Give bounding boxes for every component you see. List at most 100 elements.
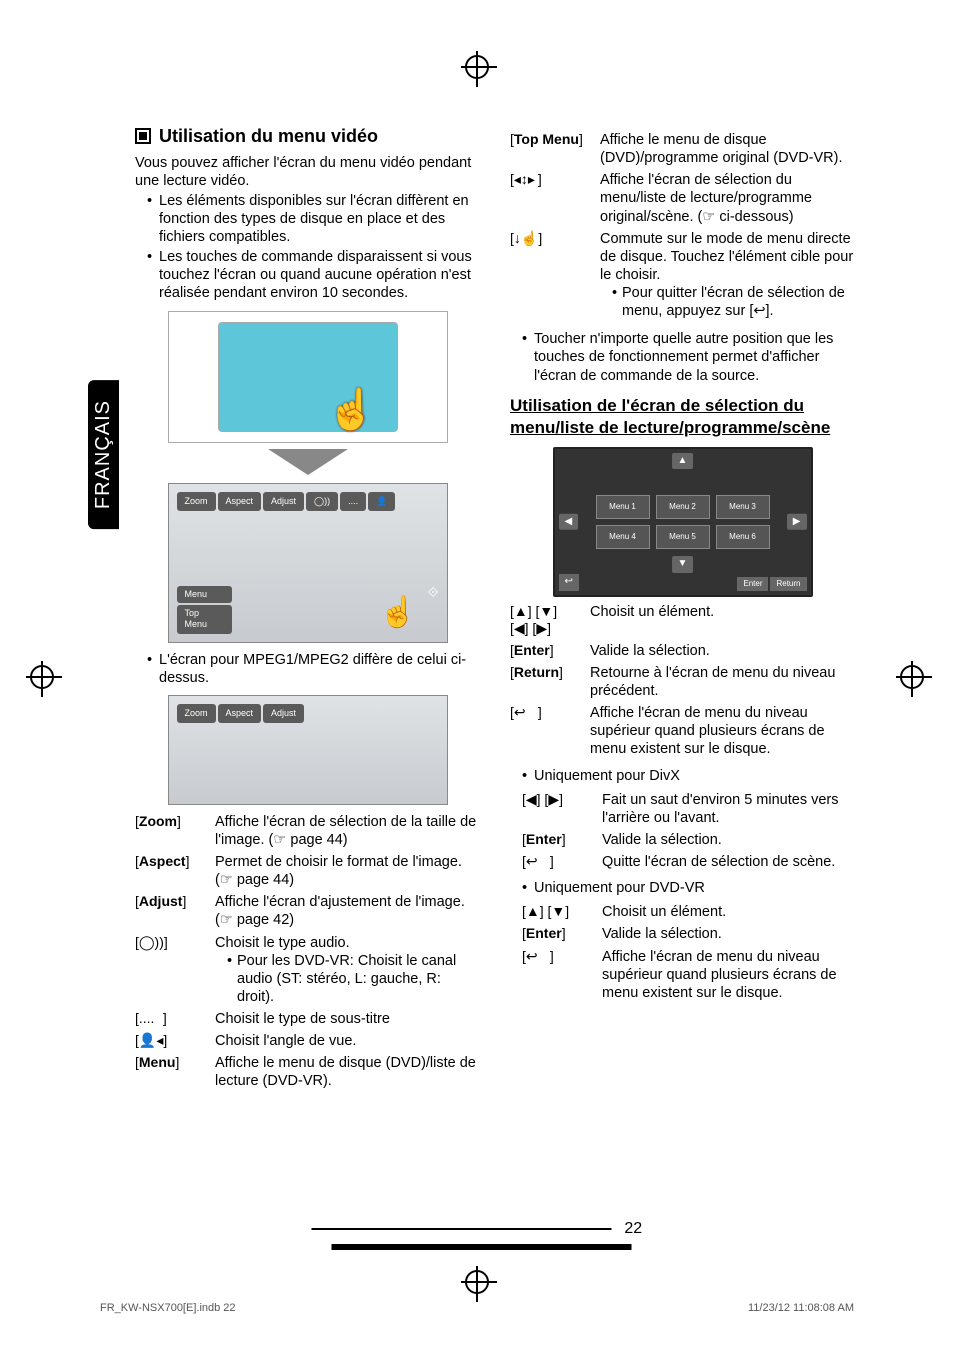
definitions-left: [Zoom] Affiche l'écran de sélection de l… xyxy=(135,813,480,1091)
def-val: Permet de choisir le format de l'image. … xyxy=(215,853,480,889)
def-row: [Zoom] Affiche l'écran de sélection de l… xyxy=(135,813,480,849)
divx-section: Uniquement pour DivX xyxy=(510,767,855,785)
def-key: [Enter] xyxy=(522,925,602,943)
def-row: [Menu] Affiche le menu de disque (DVD)/l… xyxy=(135,1054,480,1090)
def-val: Valide la sélection. xyxy=(602,831,855,849)
menu-cell[interactable]: Menu 6 xyxy=(716,525,770,549)
def-row: [▲] [▼] [◀] [▶] Choisit un élément. xyxy=(510,603,855,638)
mpeg-note-list: L'écran pour MPEG1/MPEG2 diffère de celu… xyxy=(135,651,480,687)
def-val: Affiche le menu de disque (DVD)/programm… xyxy=(600,131,855,167)
zoom-button[interactable]: Zoom xyxy=(177,492,216,511)
menu-selection-screenshot: ▲ ▼ ◀ ▶ Menu 1 Menu 2 Menu 3 Menu 4 Menu… xyxy=(553,447,813,597)
bar-right xyxy=(331,1244,631,1250)
bullet-item: Les touches de commande disparaissent si… xyxy=(147,248,480,302)
aspect-button[interactable]: Aspect xyxy=(218,492,262,511)
def-key: [Top Menu] xyxy=(510,131,600,167)
def-val: Affiche l'écran de sélection de la taill… xyxy=(215,813,480,849)
section-heading: Utilisation du menu vidéo xyxy=(135,125,480,148)
audio-icon[interactable]: ◯)) xyxy=(306,492,338,511)
def-row: [Top Menu] Affiche le menu de disque (DV… xyxy=(510,131,855,167)
def-row: [↩] Affiche l'écran de menu du niveau su… xyxy=(522,948,855,1002)
nav-icon[interactable]: ⟐ xyxy=(427,584,438,602)
nav-icon-key: [◂↕▸] xyxy=(510,171,600,225)
touch-frame: ☝ xyxy=(168,311,448,443)
def-row: [....] Choisit le type de sous-titre xyxy=(135,1010,480,1028)
def-sub: Pour les DVD-VR: Choisit le canal audio … xyxy=(227,952,480,1006)
back-icon[interactable]: ↩ xyxy=(559,574,579,591)
nav-down-icon[interactable]: ▼ xyxy=(672,556,694,573)
def-text: Choisit le type audio. xyxy=(215,935,350,951)
right-column: [Top Menu] Affiche le menu de disque (DV… xyxy=(510,125,855,1095)
def-key: [Zoom] xyxy=(135,813,215,849)
toolbar-1: Zoom Aspect Adjust ◯)) .... 👤 xyxy=(177,492,396,511)
menu-cell[interactable]: Menu 4 xyxy=(596,525,650,549)
def-val: Choisit un élément. xyxy=(602,903,855,921)
registration-mark-right xyxy=(900,665,924,689)
back-icon-key: [↩] xyxy=(510,704,590,758)
page-number-bar: 22 xyxy=(239,1220,716,1256)
def-row: [◀] [▶] Fait un saut d'environ 5 minutes… xyxy=(522,791,855,827)
adjust-button[interactable]: Adjust xyxy=(263,492,304,511)
back-icon-key: [↩] xyxy=(522,948,602,1002)
angle-icon-key: [👤◂] xyxy=(135,1032,215,1050)
def-row: [↩] Quitte l'écran de sélection de scène… xyxy=(522,853,855,871)
menu-buttons: Menu Top Menu xyxy=(177,586,232,634)
language-tab: FRANÇAIS xyxy=(88,380,119,529)
divx-defs: [◀] [▶] Fait un saut d'environ 5 minutes… xyxy=(510,791,855,872)
def-val: Valide la sélection. xyxy=(590,642,855,660)
section-title: Utilisation du menu vidéo xyxy=(159,125,378,148)
subtitle-icon[interactable]: .... xyxy=(340,492,366,511)
bar-left xyxy=(312,1228,612,1230)
touch-note-list: Toucher n'importe quelle autre position … xyxy=(510,330,855,384)
def-text: Commute sur le mode de menu directe de d… xyxy=(600,231,853,283)
nav-left-icon[interactable]: ◀ xyxy=(559,514,579,531)
def-row: [Enter] Valide la sélection. xyxy=(510,642,855,660)
toolbar-2: Zoom Aspect Adjust xyxy=(177,704,305,723)
def-row: [Adjust] Affiche l'écran d'ajustement de… xyxy=(135,893,480,929)
def-key: [▲] [▼] [◀] [▶] xyxy=(510,603,590,638)
def-key: [Aspect] xyxy=(135,853,215,889)
intro-text: Vous pouvez afficher l'écran du menu vid… xyxy=(135,154,480,190)
def-key: [Enter] xyxy=(522,831,602,849)
menu-cell[interactable]: Menu 1 xyxy=(596,495,650,519)
dvdvr-defs: [▲] [▼] Choisit un élément. [Enter] Vali… xyxy=(510,903,855,1002)
aspect-button[interactable]: Aspect xyxy=(218,704,262,723)
menu-cell[interactable]: Menu 5 xyxy=(656,525,710,549)
page-content: Utilisation du menu vidéo Vous pouvez af… xyxy=(135,125,855,1095)
nav-right-icon[interactable]: ▶ xyxy=(787,514,807,531)
def-val: Choisit un élément. xyxy=(590,603,855,638)
def-key: [▲] [▼] xyxy=(522,903,602,921)
zoom-button[interactable]: Zoom xyxy=(177,704,216,723)
enter-button[interactable]: Enter xyxy=(737,577,768,591)
def-row: [◂↕▸] Affiche l'écran de sélection du me… xyxy=(510,171,855,225)
touch-icon-key: [↓☝] xyxy=(510,230,600,321)
menu-cell[interactable]: Menu 3 xyxy=(716,495,770,519)
angle-icon[interactable]: 👤 xyxy=(368,492,395,511)
top-menu-button[interactable]: Top Menu xyxy=(177,605,232,634)
video-menu-screenshot-1: Zoom Aspect Adjust ◯)) .... 👤 Menu Top M… xyxy=(168,483,448,643)
divx-heading: Uniquement pour DivX xyxy=(522,767,855,785)
def-row: [Enter] Valide la sélection. xyxy=(522,831,855,849)
nav-up-icon[interactable]: ▲ xyxy=(672,453,694,470)
definitions-right-top: [Top Menu] Affiche le menu de disque (DV… xyxy=(510,131,855,320)
def-val: Quitte l'écran de sélection de scène. xyxy=(602,853,855,871)
def-row: [▲] [▼] Choisit un élément. xyxy=(522,903,855,921)
adjust-button[interactable]: Adjust xyxy=(263,704,304,723)
def-val: Affiche l'écran d'ajustement de l'image.… xyxy=(215,893,480,929)
mpeg-note: L'écran pour MPEG1/MPEG2 diffère de celu… xyxy=(147,651,480,687)
return-button[interactable]: Return xyxy=(770,577,806,591)
section-bullet-icon xyxy=(135,128,151,144)
def-row: [↓☝] Commute sur le mode de menu directe… xyxy=(510,230,855,321)
arrow-down-icon xyxy=(268,449,348,475)
def-row: [Return] Retourne à l'écran de menu du n… xyxy=(510,664,855,700)
def-key: [◀] [▶] xyxy=(522,791,602,827)
def-val: Affiche l'écran de sélection du menu/lis… xyxy=(600,171,855,225)
touch-area: ☝ xyxy=(218,322,398,432)
def-val: Affiche l'écran de menu du niveau supéri… xyxy=(590,704,855,758)
dvdvr-section: Uniquement pour DVD-VR xyxy=(510,879,855,897)
menu-cell[interactable]: Menu 2 xyxy=(656,495,710,519)
page-number: 22 xyxy=(624,1220,642,1237)
def-key: [Enter] xyxy=(510,642,590,660)
menu-button[interactable]: Menu xyxy=(177,586,232,603)
def-val: Affiche le menu de disque (DVD)/liste de… xyxy=(215,1054,480,1090)
